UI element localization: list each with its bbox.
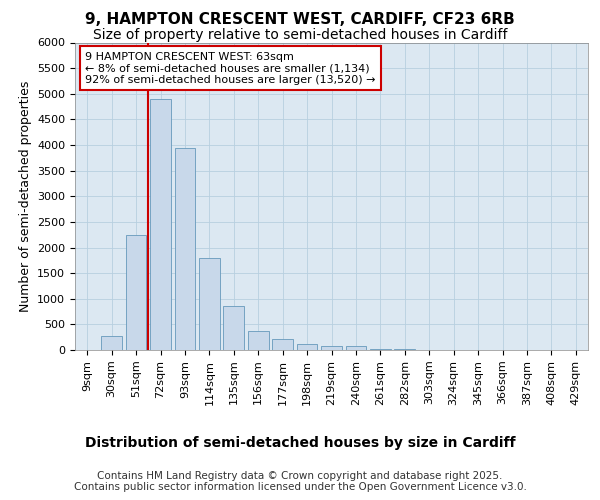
Bar	[248, 330, 269, 350]
Text: 9 HAMPTON CRESCENT WEST: 63sqm
← 8% of semi-detached houses are smaller (1,134)
: 9 HAMPTON CRESCENT WEST: 63sqm ← 8% of s…	[85, 52, 376, 85]
Y-axis label: Number of semi-detached properties: Number of semi-detached properties	[19, 80, 32, 312]
Bar	[101, 336, 122, 350]
Text: Contains HM Land Registry data © Crown copyright and database right 2025.
Contai: Contains HM Land Registry data © Crown c…	[74, 471, 526, 492]
Bar	[296, 344, 317, 350]
Text: 9, HAMPTON CRESCENT WEST, CARDIFF, CF23 6RB: 9, HAMPTON CRESCENT WEST, CARDIFF, CF23 …	[85, 12, 515, 28]
Bar	[199, 258, 220, 350]
Bar	[272, 338, 293, 350]
Bar	[346, 346, 367, 350]
Text: Size of property relative to semi-detached houses in Cardiff: Size of property relative to semi-detach…	[93, 28, 507, 42]
Bar	[150, 99, 171, 350]
Bar	[370, 349, 391, 350]
Bar	[125, 234, 146, 350]
Bar	[321, 346, 342, 350]
Text: Distribution of semi-detached houses by size in Cardiff: Distribution of semi-detached houses by …	[85, 436, 515, 450]
Bar	[175, 148, 196, 350]
Bar	[223, 306, 244, 350]
